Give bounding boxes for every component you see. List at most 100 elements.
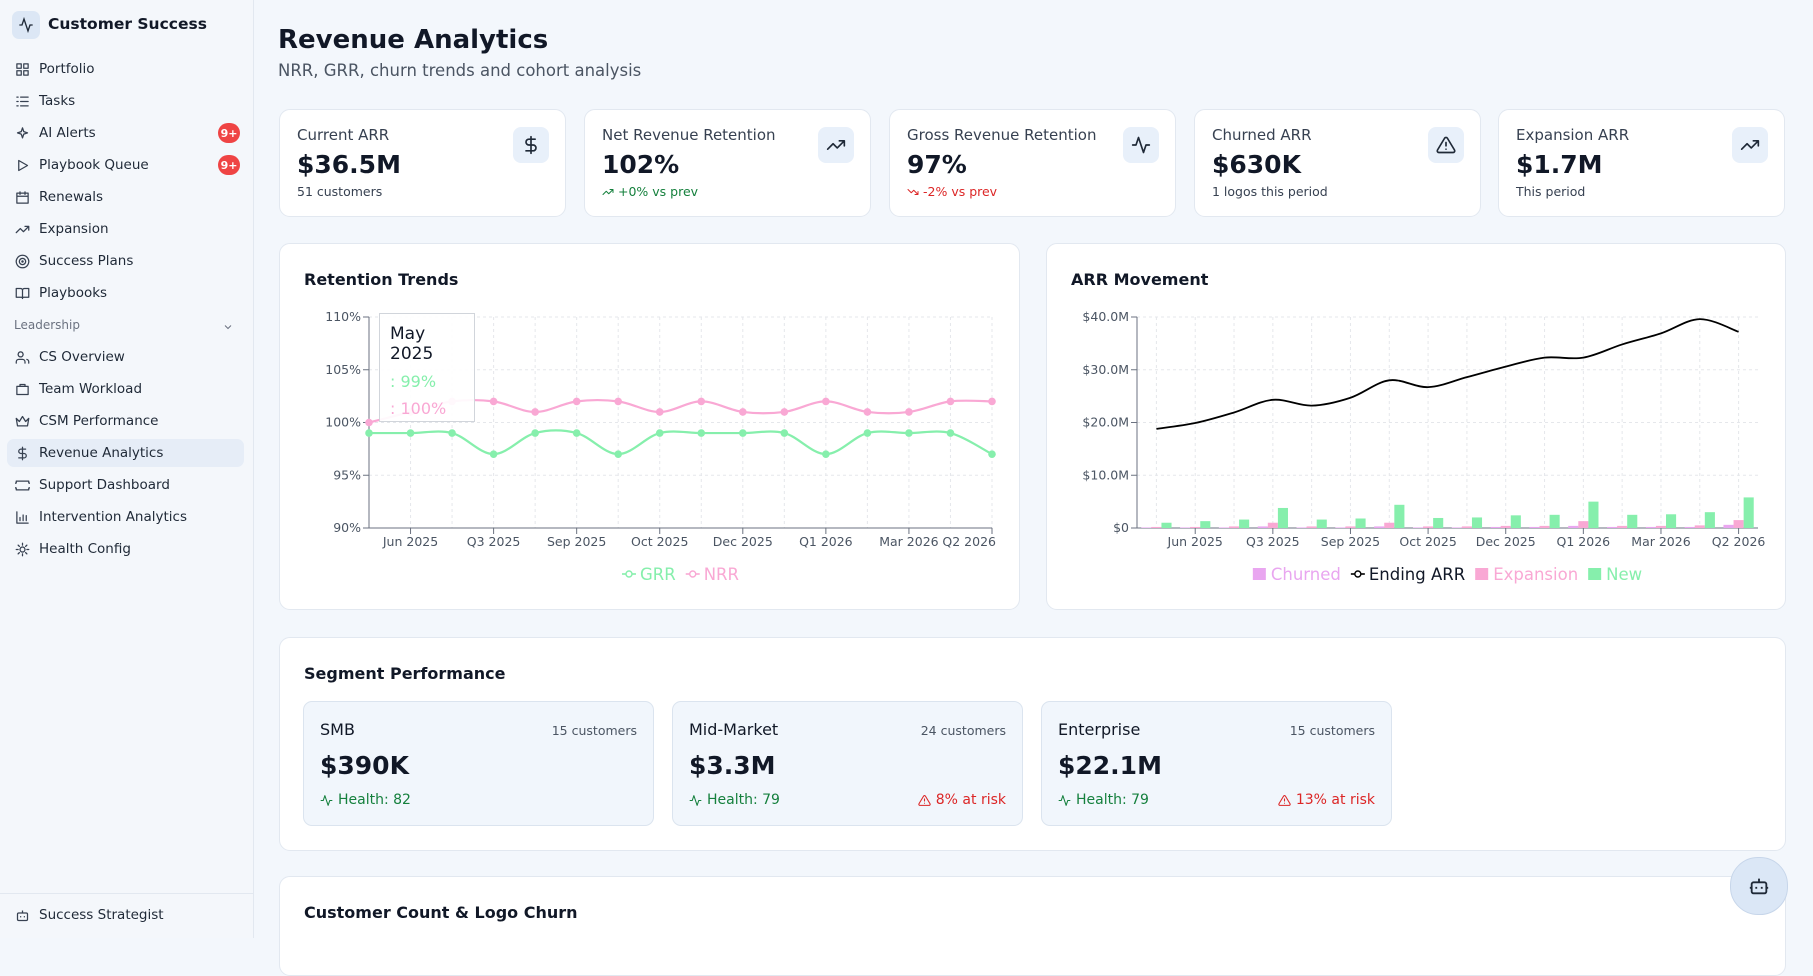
x-tick-label: Q3 2025 bbox=[1246, 534, 1300, 549]
bar bbox=[1666, 514, 1677, 528]
segment: Mid-Market 24 customers $3.3M Health: 79 8% … bbox=[672, 701, 1023, 826]
legend: Churned Ending ARR Expansion New bbox=[1252, 565, 1642, 584]
nav-label: Health Config bbox=[39, 541, 131, 557]
bar bbox=[1384, 522, 1395, 528]
line bbox=[1156, 318, 1739, 430]
nav-item[interactable]: Playbook Queue 9+ bbox=[7, 151, 244, 179]
icon-path bbox=[18, 446, 27, 460]
kpi-value: 102% bbox=[602, 150, 680, 179]
point bbox=[780, 429, 789, 437]
icon-path bbox=[602, 188, 614, 195]
nav-item[interactable]: Support Dashboard bbox=[7, 471, 244, 499]
nav-item[interactable]: Renewals bbox=[7, 183, 244, 211]
kpi-sub-text: 1 logos this period bbox=[1212, 184, 1328, 199]
icon bbox=[689, 794, 702, 806]
y-tick-label: $10.0M bbox=[1082, 467, 1129, 482]
y-tick-label: 95% bbox=[333, 467, 361, 482]
legend-label: Churned bbox=[1271, 565, 1341, 584]
nav-item[interactable]: AI Alerts 9+ bbox=[7, 119, 244, 147]
icon-path bbox=[689, 794, 702, 806]
point bbox=[365, 429, 373, 437]
icon bbox=[15, 415, 30, 426]
nav-item[interactable]: Playbooks bbox=[7, 279, 244, 307]
point bbox=[531, 429, 539, 437]
legend-label: Ending ARR bbox=[1369, 565, 1465, 584]
nav-item[interactable]: CS Overview bbox=[7, 343, 244, 371]
page-subtitle: NRR, GRR, churn trends and cohort analys… bbox=[278, 61, 642, 80]
section-label: Leadership bbox=[14, 318, 80, 332]
icon bbox=[16, 190, 29, 204]
icon bbox=[18, 159, 29, 171]
x-tick-label: Q2 2026 bbox=[942, 534, 996, 549]
icon bbox=[18, 446, 27, 460]
chart-title: Retention Trends bbox=[304, 270, 459, 289]
chart: $0 $10.0M $20.0M $30.0M $40.0M Jun 2025 Q3 202… bbox=[1082, 309, 1765, 584]
bar bbox=[1316, 519, 1327, 528]
bar bbox=[1277, 507, 1288, 528]
segment-health: Health: 79 bbox=[689, 792, 780, 808]
legend-swatch bbox=[1475, 568, 1489, 580]
bar bbox=[1645, 526, 1656, 528]
assistant-button[interactable] bbox=[1730, 857, 1788, 915]
icon bbox=[525, 135, 537, 155]
point bbox=[365, 418, 373, 427]
icon bbox=[15, 225, 30, 233]
tooltip: May 2025 : 99%: 100% bbox=[379, 313, 475, 422]
point bbox=[905, 408, 913, 416]
nav-item[interactable]: CSM Performance bbox=[7, 407, 244, 435]
line bbox=[368, 429, 993, 456]
divider bbox=[0, 893, 253, 894]
point bbox=[780, 408, 789, 416]
icon-path bbox=[1436, 136, 1456, 154]
nav-item[interactable]: Intervention Analytics bbox=[7, 503, 244, 531]
kpi-card: Net Revenue Retention 102% +0% vs prev bbox=[584, 109, 871, 217]
icon-path bbox=[15, 542, 30, 556]
nav-item[interactable]: Expansion bbox=[7, 215, 244, 243]
kpi-icon bbox=[1123, 127, 1159, 163]
legend-item: NRR bbox=[685, 565, 739, 584]
kpi-label: Gross Revenue Retention bbox=[907, 126, 1097, 144]
tooltip-item: : 99% bbox=[390, 372, 437, 391]
nav-label: Intervention Analytics bbox=[39, 509, 187, 525]
nav-item[interactable]: Success Plans bbox=[7, 247, 244, 275]
chevron bbox=[224, 325, 232, 330]
kpi-sub-text: -2% vs prev bbox=[923, 184, 998, 199]
nav-item[interactable]: Portfolio bbox=[7, 55, 244, 83]
bar bbox=[1433, 517, 1444, 528]
icon-path bbox=[15, 480, 30, 490]
icon-path bbox=[16, 383, 29, 395]
kpi-icon bbox=[1732, 127, 1768, 163]
x-tick-label: Dec 2025 bbox=[1476, 534, 1536, 549]
bar bbox=[1723, 524, 1734, 528]
icon bbox=[1278, 794, 1291, 806]
icon-path bbox=[918, 794, 931, 806]
kpi-value: $36.5M bbox=[297, 150, 401, 179]
point bbox=[489, 397, 498, 406]
nav-item[interactable]: Team Workload bbox=[7, 375, 244, 403]
nav-label: Playbook Queue bbox=[39, 157, 149, 173]
point bbox=[614, 397, 622, 406]
nav-label: Renewals bbox=[39, 189, 104, 205]
kpi-card: Churned ARR $630K 1 logos this period bbox=[1194, 109, 1481, 217]
icon-path bbox=[16, 126, 29, 138]
kpi-icon bbox=[1428, 127, 1464, 163]
nav-item[interactable]: Revenue Analytics bbox=[7, 439, 244, 467]
icon bbox=[16, 126, 29, 138]
bar bbox=[1296, 527, 1307, 528]
legend-label: NRR bbox=[704, 565, 739, 584]
footer-link[interactable]: Success Strategist bbox=[7, 901, 244, 929]
icon-path bbox=[1131, 136, 1151, 154]
icon-path bbox=[18, 159, 29, 171]
kpi-value: 97% bbox=[907, 150, 967, 179]
point bbox=[489, 450, 498, 458]
kpi-card: Current ARR $36.5M 51 customers bbox=[279, 109, 566, 217]
bar bbox=[1607, 526, 1618, 528]
nav-item[interactable]: Tasks bbox=[7, 87, 244, 115]
bar bbox=[1161, 522, 1172, 528]
nav-item[interactable]: Health Config bbox=[7, 535, 244, 563]
kpi-sub: 1 logos this period bbox=[1212, 184, 1328, 199]
icon-path bbox=[16, 62, 29, 76]
nav-badge: 9+ bbox=[218, 155, 240, 175]
bar bbox=[1568, 525, 1579, 528]
segment-health: Health: 82 bbox=[320, 792, 411, 808]
